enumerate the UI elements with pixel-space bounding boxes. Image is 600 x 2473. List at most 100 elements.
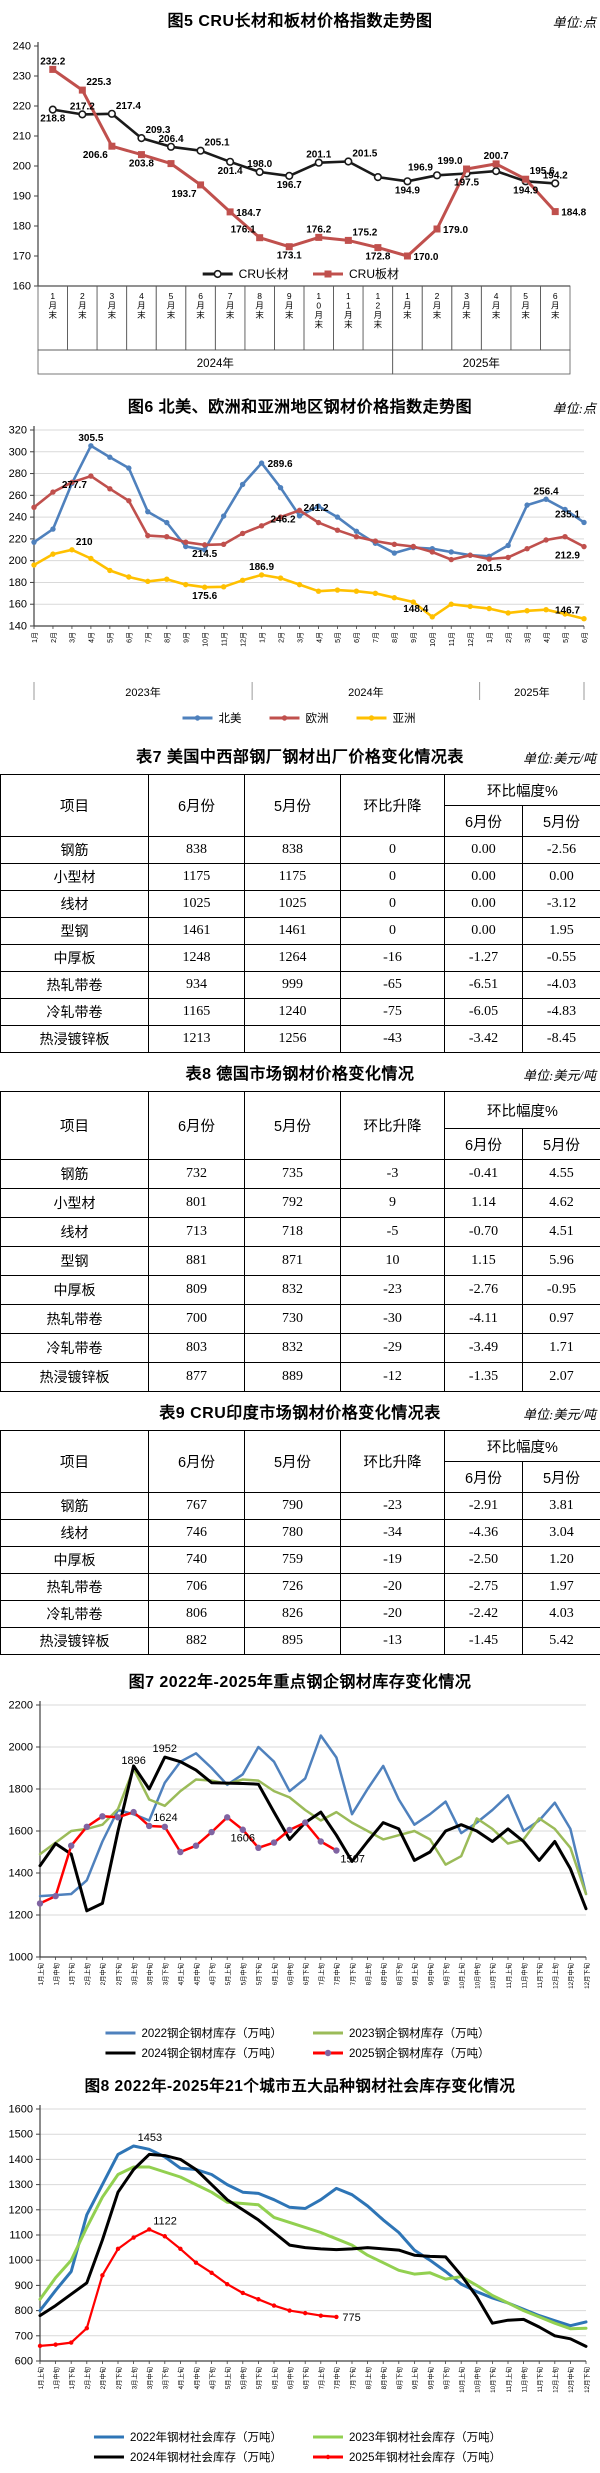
value-cell: -65	[341, 972, 445, 999]
column-header-pct-may: 5月份	[523, 806, 600, 837]
svg-text:256.4: 256.4	[534, 486, 559, 497]
value-cell: -20	[341, 1574, 445, 1601]
table9-unit-label: 单位:美元/吨	[523, 1403, 596, 1427]
svg-text:7月末: 7月末	[226, 291, 235, 320]
svg-text:12月: 12月	[239, 632, 247, 647]
value-cell: 838	[149, 837, 245, 864]
svg-text:240: 240	[9, 512, 27, 524]
value-cell: -3.12	[523, 891, 600, 918]
svg-text:180: 180	[9, 577, 27, 589]
svg-text:9月中旬: 9月中旬	[426, 2367, 435, 2389]
column-header-pct-june: 6月份	[445, 806, 523, 837]
value-cell: 0	[341, 918, 445, 945]
svg-text:9月: 9月	[183, 632, 191, 643]
figure7-title-text: 图7 2022年-2025年重点钢企钢材库存变化情况	[129, 1674, 472, 1691]
svg-text:10月下旬: 10月下旬	[488, 1963, 497, 1989]
svg-text:160: 160	[13, 281, 31, 293]
svg-text:2022钢企钢材库存（万吨）: 2022钢企钢材库存（万吨）	[141, 2026, 282, 2040]
value-cell: 0	[341, 891, 445, 918]
svg-text:1月上旬: 1月上旬	[36, 1963, 45, 1985]
svg-text:3月末: 3月末	[462, 291, 471, 320]
value-cell: 1.97	[523, 1574, 600, 1601]
svg-text:3月: 3月	[524, 632, 532, 643]
row-label-cell: 热浸镀锌板	[1, 1628, 149, 1655]
value-cell: 740	[149, 1547, 245, 1574]
svg-text:10月: 10月	[201, 632, 209, 647]
svg-text:3月末: 3月末	[108, 291, 117, 320]
value-cell: 934	[149, 972, 245, 999]
series-2	[40, 2154, 586, 2346]
svg-text:1800: 1800	[9, 1784, 33, 1796]
svg-text:4月下旬: 4月下旬	[207, 2367, 216, 2389]
svg-text:172.8: 172.8	[365, 252, 390, 263]
svg-text:196.7: 196.7	[277, 180, 302, 191]
value-cell: -23	[341, 1493, 445, 1520]
row-label-cell: 线材	[1, 891, 149, 918]
svg-text:8月: 8月	[391, 632, 399, 643]
svg-text:210: 210	[76, 537, 93, 548]
row-label-cell: 冷轧带卷	[1, 1601, 149, 1628]
svg-text:8月下旬: 8月下旬	[395, 1963, 404, 1985]
svg-text:206.4: 206.4	[158, 134, 183, 145]
svg-text:280: 280	[9, 468, 27, 480]
value-cell: 759	[245, 1547, 341, 1574]
svg-text:6月下旬: 6月下旬	[301, 2367, 310, 2389]
svg-text:240: 240	[13, 41, 31, 53]
value-cell: -5	[341, 1218, 445, 1247]
svg-text:1453: 1453	[138, 2132, 162, 2144]
value-cell: 735	[245, 1160, 341, 1189]
value-cell: 1.71	[523, 1334, 600, 1363]
value-cell: -3	[341, 1160, 445, 1189]
value-cell: -3.42	[445, 1026, 523, 1053]
svg-text:201.5: 201.5	[477, 563, 502, 574]
svg-text:6月中旬: 6月中旬	[285, 1963, 294, 1985]
row-label-cell: 小型材	[1, 1189, 149, 1218]
svg-text:3月中旬: 3月中旬	[145, 2367, 154, 2389]
svg-text:1300: 1300	[9, 2179, 33, 2191]
svg-text:2024年钢材社会库存（万吨）: 2024年钢材社会库存（万吨）	[130, 2450, 282, 2464]
svg-text:1896: 1896	[121, 1755, 145, 1767]
svg-text:4月末: 4月末	[137, 291, 146, 320]
figure6-title-text: 图6 北美、欧洲和亚洲地区钢材价格指数走势图	[128, 399, 472, 416]
table7-title-text: 表7 美国中西部钢厂钢材出厂价格变化情况表	[136, 749, 464, 766]
svg-text:2024钢企钢材库存（万吨）: 2024钢企钢材库存（万吨）	[141, 2046, 282, 2060]
svg-text:201.1: 201.1	[306, 150, 331, 161]
column-header-item: 项目	[1, 1092, 149, 1160]
table9-section: 表9 CRU印度市场钢材价格变化情况表 单位:美元/吨 项目 6月份 5月份 环…	[0, 1402, 600, 1655]
svg-text:8月上旬: 8月上旬	[363, 2367, 372, 2389]
svg-text:9月末: 9月末	[285, 291, 294, 320]
value-cell: -2.76	[445, 1276, 523, 1305]
series-0	[31, 443, 586, 559]
value-cell: 726	[245, 1574, 341, 1601]
value-cell: -19	[341, 1547, 445, 1574]
svg-text:12月中旬: 12月中旬	[566, 2367, 575, 2393]
svg-text:199.0: 199.0	[438, 156, 463, 167]
svg-text:6月中旬: 6月中旬	[285, 2367, 294, 2389]
svg-text:5月: 5月	[562, 632, 570, 643]
value-cell: 1.15	[445, 1247, 523, 1276]
svg-text:2022年钢材社会库存（万吨）: 2022年钢材社会库存（万吨）	[130, 2430, 282, 2444]
figure5-title: 图5 CRU长材和板材价格指数走势图 单位:点	[0, 10, 600, 34]
svg-text:140: 140	[9, 621, 27, 633]
value-cell: -23	[341, 1276, 445, 1305]
svg-text:194.9: 194.9	[513, 185, 538, 196]
value-cell: 999	[245, 972, 341, 999]
row-label-cell: 小型材	[1, 864, 149, 891]
svg-text:206.6: 206.6	[83, 150, 108, 161]
value-cell: 1256	[245, 1026, 341, 1053]
column-header-item: 项目	[1, 775, 149, 837]
svg-text:2025年钢材社会库存（万吨）: 2025年钢材社会库存（万吨）	[349, 2450, 501, 2464]
svg-text:11月下旬: 11月下旬	[535, 2367, 544, 2392]
value-cell: 4.03	[523, 1601, 600, 1628]
